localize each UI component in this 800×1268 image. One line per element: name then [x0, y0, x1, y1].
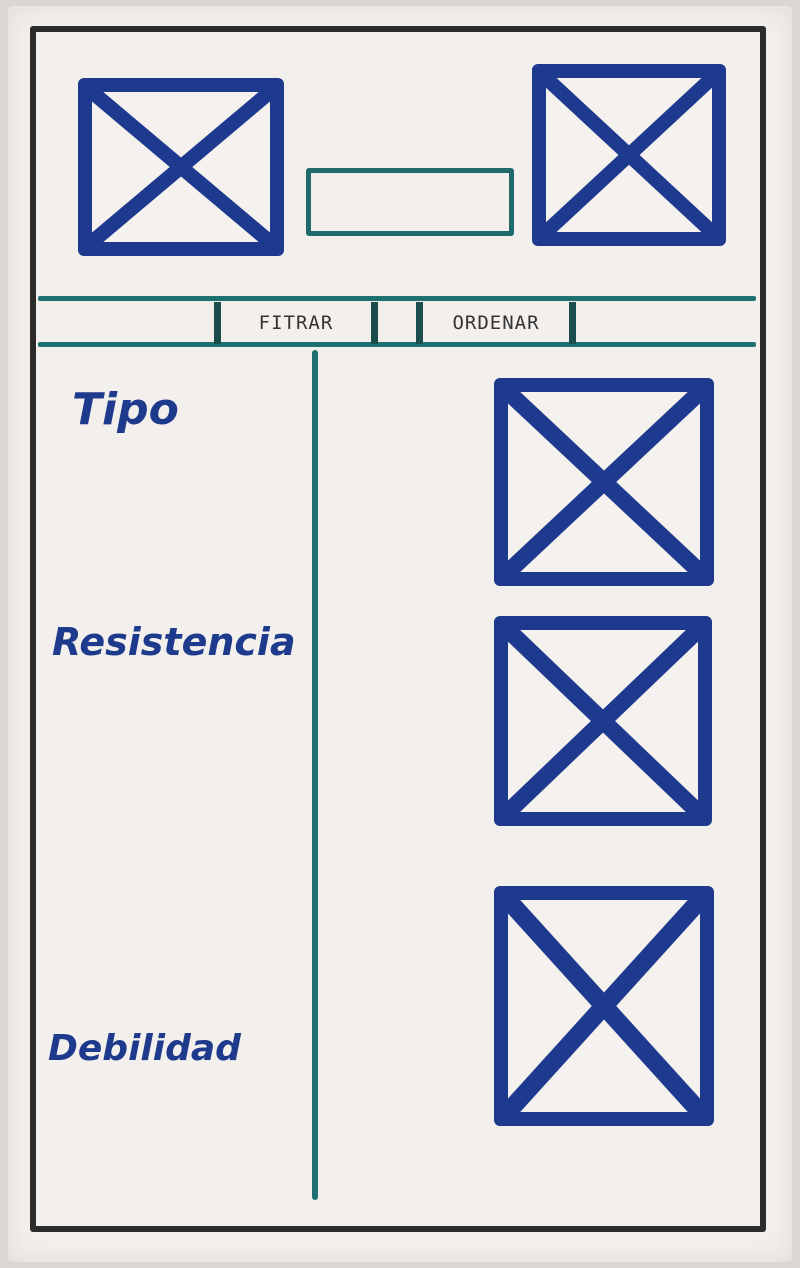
image-placeholder-icon — [508, 900, 700, 1112]
filter-weakness-label[interactable]: Debilidad — [48, 1028, 241, 1069]
header-right-image[interactable] — [532, 64, 726, 246]
image-placeholder-icon — [92, 92, 270, 242]
result-item-image[interactable] — [494, 378, 714, 586]
app-frame — [30, 26, 766, 1232]
filter-resistance-label[interactable]: Resistencia — [52, 620, 296, 664]
image-placeholder-icon — [546, 78, 712, 232]
result-item-image[interactable] — [494, 616, 712, 826]
toolbar-top-divider — [38, 296, 756, 301]
filter-button[interactable]: FITRAR — [214, 302, 378, 344]
header-title-box — [306, 168, 514, 236]
sidebar-divider — [312, 350, 318, 1200]
result-item-image[interactable] — [494, 886, 714, 1126]
header-left-image[interactable] — [78, 78, 284, 256]
order-button-label: ORDENAR — [452, 312, 540, 334]
filter-button-label: FITRAR — [258, 312, 334, 334]
toolbar-bottom-divider — [38, 342, 756, 347]
filter-type-label[interactable]: Tipo — [72, 384, 179, 435]
image-placeholder-icon — [508, 392, 700, 572]
image-placeholder-icon — [508, 630, 698, 812]
order-button[interactable]: ORDENAR — [416, 302, 576, 344]
